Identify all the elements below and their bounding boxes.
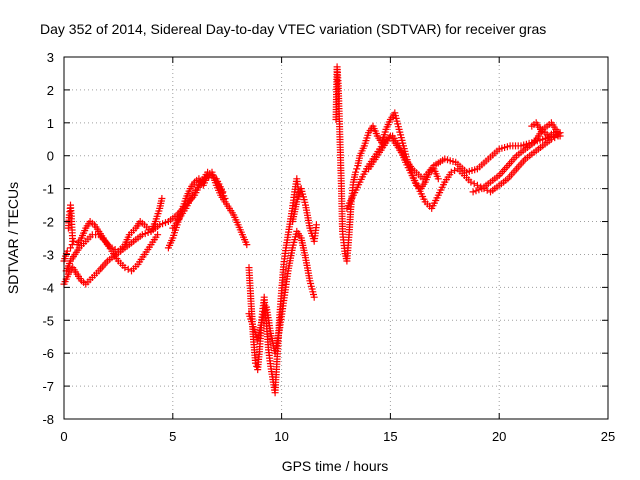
x-tick-label: 25 bbox=[601, 429, 615, 444]
y-tick-label: -7 bbox=[42, 379, 54, 394]
y-tick-label: 3 bbox=[47, 50, 54, 65]
data-point-markers bbox=[64, 201, 77, 245]
y-axis-title: SDTVAR / TECUs bbox=[5, 182, 21, 294]
y-tick-label: -6 bbox=[42, 346, 54, 361]
x-tick-label: 5 bbox=[169, 429, 176, 444]
x-tick-label: 10 bbox=[274, 429, 288, 444]
plot-frame bbox=[63, 56, 609, 420]
y-tick-label: -3 bbox=[42, 247, 54, 262]
y-tick-label: -2 bbox=[42, 215, 54, 230]
y-tick-label: -4 bbox=[42, 280, 54, 295]
y-tick-label: 2 bbox=[47, 83, 54, 98]
data-series bbox=[245, 227, 318, 357]
x-tick-label: 15 bbox=[383, 429, 397, 444]
data-points bbox=[60, 63, 564, 397]
y-tick-label: -1 bbox=[42, 182, 54, 197]
data-point-markers bbox=[245, 227, 318, 357]
x-axis-title: GPS time / hours bbox=[282, 458, 389, 474]
x-tick-label: 0 bbox=[60, 429, 67, 444]
y-tick-label: -5 bbox=[42, 313, 54, 328]
data-series bbox=[528, 119, 562, 140]
y-tick-label: 0 bbox=[47, 149, 54, 164]
data-series bbox=[64, 201, 77, 245]
data-series bbox=[169, 172, 229, 232]
y-tick-label: -8 bbox=[42, 412, 54, 427]
x-tick-label: 20 bbox=[492, 429, 506, 444]
data-series bbox=[289, 185, 320, 245]
data-point-markers bbox=[169, 172, 229, 232]
y-tick-label: 1 bbox=[47, 116, 54, 131]
data-point-markers bbox=[528, 119, 562, 140]
data-point-markers bbox=[289, 185, 320, 245]
chart-title: Day 352 of 2014, Sidereal Day-to-day VTE… bbox=[40, 21, 546, 37]
ticks: 0 5 10 15 20 25 -8 -7 -6 -5 -4 -3 -2 -1 0 1 2 3 bbox=[42, 50, 615, 444]
